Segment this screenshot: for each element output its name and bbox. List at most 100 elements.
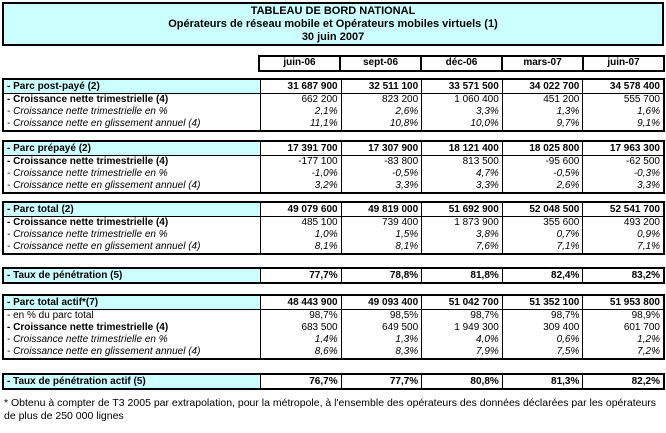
value-cell: -0,5% [340,168,422,180]
value-cell: 4,0% [421,334,502,346]
value-cell: 18 025 800 [501,142,583,155]
section-parc-total: - Parc total (2) 49 079 600 49 819 000 51 6… [2,201,665,255]
value-cell: 34 578 400 [582,80,663,93]
value-cell: 1 060 400 [421,94,502,106]
section-taux-penetration-actif: - Taux de pénétration actif (5) 76,7% 77,7… [2,373,665,390]
value-cell: 82,4% [501,269,583,282]
row-label: - Croissance nette en glissement annuel … [7,241,201,252]
value-cell: 49 093 400 [340,296,422,309]
value-cell: 813 500 [421,156,502,168]
value-cell: 451 200 [501,94,583,106]
row-label: - Croissance nette trimestrielle en % [7,106,168,117]
table-row: - Croissance nette trimestrielle (4) 485 … [4,217,663,229]
value-cell: -1,0% [260,168,341,180]
value-cell: 2,1% [260,106,341,118]
value-cell: 1 873 900 [421,217,502,229]
table-row: - Croissance nette trimestrielle en % 2,1… [4,106,663,118]
row-label: - Parc post-payé (2) [4,80,260,93]
value-cell: 683 500 [260,322,341,334]
row-label: - Croissance nette en glissement annuel … [7,118,201,129]
table-row: - Taux de pénétration (5) 77,7% 78,8% 81,8%… [4,269,663,282]
value-cell: 10,0% [421,118,502,130]
value-cell: 78,8% [340,269,422,282]
row-label: - Croissance nette en glissement annuel … [7,346,201,357]
value-cell: 1,2% [582,334,663,346]
value-cell: 7,1% [582,241,663,253]
value-cell: 8,3% [340,346,422,358]
value-cell: 98,7% [260,310,341,322]
value-cell: 80,8% [421,375,502,388]
value-cell: 3,3% [582,180,663,192]
title-banner: TABLEAU DE BORD NATIONAL Opérateurs de r… [2,2,664,46]
value-cell: 309 400 [501,322,583,334]
value-cell: 51 692 900 [421,203,502,216]
row-label: - Croissance nette en glissement annuel … [7,180,201,191]
table-row: - en % du parc total 98,7% 98,5% 98,7% 98,7%… [4,310,663,322]
value-cell: 81,3% [501,375,583,388]
table-row: - Croissance nette trimestrielle en % -1,… [4,168,663,180]
column-header: juin-07 [582,57,663,70]
value-cell: 1,0% [260,229,341,241]
row-label: - Taux de pénétration (5) [4,269,260,282]
value-cell: 8,1% [340,241,422,253]
column-header: déc-06 [420,57,501,70]
row-label: - Taux de pénétration actif (5) [4,375,260,388]
value-cell: 1,3% [501,106,583,118]
value-cell: 10,8% [340,118,422,130]
value-cell: 49 079 600 [260,203,341,216]
footnote: * Obtenu à compter de T3 2005 par extrap… [4,397,657,422]
table-row: - Croissance nette trimestrielle (4) 662 … [4,94,663,106]
table-row: - Croissance nette en glissement annuel … [4,180,663,192]
value-cell: 11,1% [260,118,341,130]
value-cell: 493 200 [582,217,663,229]
value-cell: 9,1% [582,118,663,130]
value-cell: 49 819 000 [340,203,422,216]
row-label: - Croissance nette trimestrielle (4) [7,94,169,105]
value-cell: 1,4% [260,334,341,346]
value-cell: 4,7% [421,168,502,180]
value-cell: 555 700 [582,94,663,106]
section-parc-post-paye: - Parc post-payé (2) 31 687 900 32 511 100… [2,78,665,132]
value-cell: 51 953 800 [582,296,663,309]
value-cell: -177 100 [260,156,341,168]
value-cell: 77,7% [260,269,341,282]
table-row: - Croissance nette en glissement annuel … [4,118,663,130]
row-label: - en % du parc total [7,310,94,321]
value-cell: 83,2% [582,269,663,282]
row-label: - Croissance nette trimestrielle en % [7,229,168,240]
value-cell: 7,2% [582,346,663,358]
value-cell: 7,9% [421,346,502,358]
value-cell: 76,7% [260,375,341,388]
title-line-3: 30 juin 2007 [301,31,365,43]
value-cell: 0,9% [582,229,663,241]
row-label: - Croissance nette trimestrielle (4) [7,217,169,228]
row-label: - Croissance nette trimestrielle en % [7,334,168,345]
value-cell: 3,3% [421,180,502,192]
value-cell: 82,2% [582,375,663,388]
value-cell: 1,3% [340,334,422,346]
value-cell: 51 352 100 [501,296,583,309]
column-header: mars-07 [501,57,582,70]
value-cell: -0,5% [501,168,583,180]
value-cell: 98,7% [501,310,583,322]
value-cell: 485 100 [260,217,341,229]
value-cell: 649 500 [340,322,422,334]
value-cell: -95 600 [501,156,583,168]
value-cell: 48 443 900 [260,296,341,309]
value-cell: 32 511 100 [340,80,422,93]
value-cell: -62 500 [582,156,663,168]
value-cell: 0,7% [501,229,583,241]
section-parc-total-actif: - Parc total actif*(7) 48 443 900 49 093 4… [2,294,665,360]
value-cell: 2,6% [340,106,422,118]
value-cell: 51 042 700 [421,296,502,309]
table-row: - Parc total (2) 49 079 600 49 819 000 51 6… [4,203,663,217]
value-cell: 739 400 [340,217,422,229]
table-row: - Taux de pénétration actif (5) 76,7% 77,7… [4,375,663,388]
value-cell: 823 200 [340,94,422,106]
table-row: - Croissance nette trimestrielle en % 1,4… [4,334,663,346]
value-cell: 18 121 400 [421,142,502,155]
value-cell: 3,8% [421,229,502,241]
value-cell: 8,1% [260,241,341,253]
value-cell: 7,1% [501,241,583,253]
table-row: - Croissance nette en glissement annuel … [4,346,663,358]
